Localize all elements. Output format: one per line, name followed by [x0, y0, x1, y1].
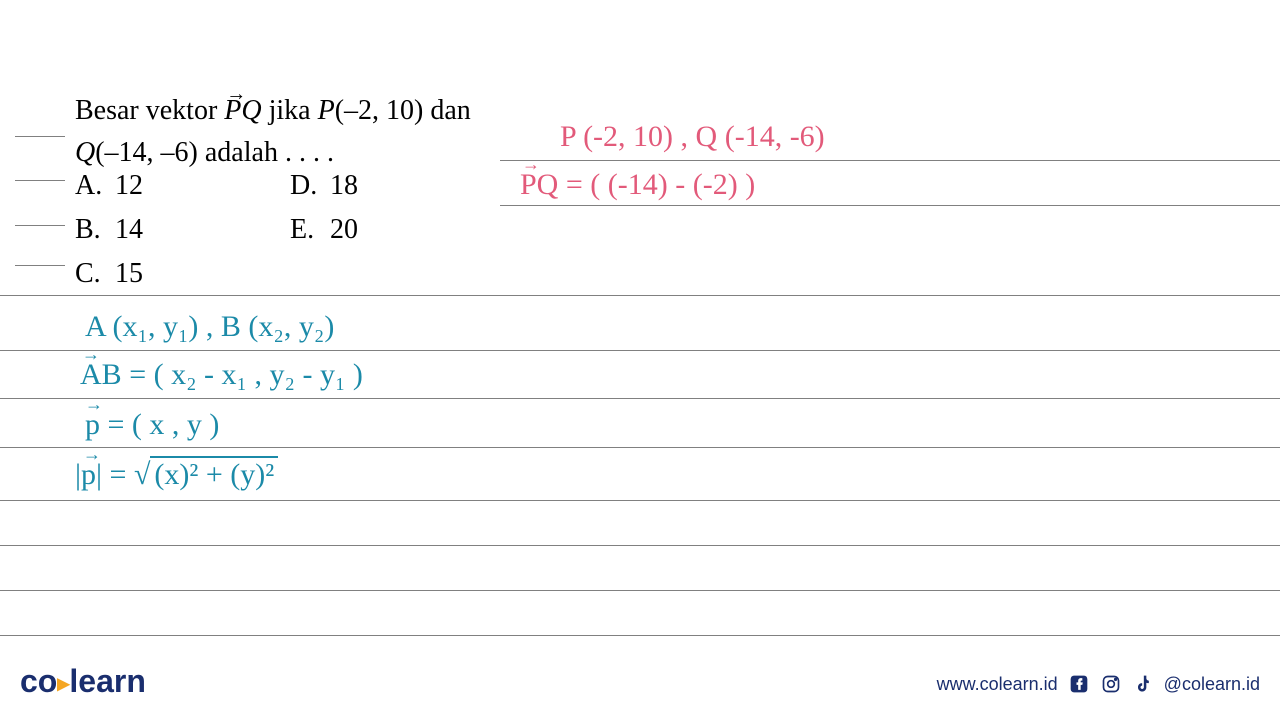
question-line1-post: jika — [262, 95, 318, 126]
facebook-icon — [1068, 673, 1090, 695]
line2-body: = ( x₂ - x₁ , y₂ - y₁ ) — [122, 358, 363, 391]
answer-choices-left: A.12 B.14 C.15 — [75, 170, 143, 302]
line3-body: = ( x , y ) — [100, 408, 219, 441]
handwritten-line3: →p = ( x , y ) — [85, 408, 219, 442]
ruled-line — [0, 590, 1280, 591]
answer-E: 20 — [330, 214, 358, 245]
tiktok-icon — [1132, 673, 1154, 695]
pq-formula-body: = ( (-14) - (-2) ) — [558, 168, 755, 201]
short-ruled-line — [15, 265, 65, 266]
answer-E-label: E. — [290, 214, 330, 246]
handwritten-pq-points: P (-2, 10) , Q (-14, -6) — [560, 120, 825, 154]
handwritten-line1: A (x₁, y₁) , B (x₂, y₂) — [85, 310, 334, 344]
question-line1-end: (–2, 10) dan — [335, 95, 471, 126]
handwritten-line2: →AB = ( x₂ - x₁ , y₂ - y₁ ) — [80, 358, 363, 392]
question-line1-pre: Besar vektor — [75, 95, 224, 126]
ruled-line — [0, 500, 1280, 501]
question-Q: Q — [75, 137, 95, 168]
handwritten-line4: →|p| = √(x)² + (y)² — [75, 458, 278, 492]
ruled-line — [0, 635, 1280, 636]
ruled-line — [0, 295, 1280, 296]
logo: co▸learn — [20, 663, 146, 700]
answer-B: 14 — [115, 214, 143, 245]
logo-dot-icon: ▸ — [57, 670, 69, 697]
answer-D-label: D. — [290, 170, 330, 202]
question-line2: (–14, –6) adalah . . . . — [95, 137, 334, 168]
footer-right: www.colearn.id @colearn.id — [937, 673, 1260, 695]
answer-A-label: A. — [75, 170, 115, 202]
logo-learn: learn — [69, 663, 145, 699]
ruled-line — [0, 398, 1280, 399]
ruled-line — [0, 447, 1280, 448]
question-P: P — [318, 95, 335, 126]
instagram-icon — [1100, 673, 1122, 695]
answer-C: 15 — [115, 258, 143, 289]
logo-co: co — [20, 663, 57, 699]
handwritten-pq-formula: →PQ = ( (-14) - (-2) ) — [520, 168, 755, 202]
footer-url: www.colearn.id — [937, 674, 1058, 695]
answer-B-label: B. — [75, 214, 115, 246]
footer-handle: @colearn.id — [1164, 674, 1260, 695]
short-ruled-line — [15, 225, 65, 226]
answer-A: 12 — [115, 170, 143, 201]
short-ruled-line — [15, 136, 65, 137]
answer-C-label: C. — [75, 258, 115, 290]
ruled-line — [500, 160, 1280, 161]
question-text: Besar vektor →PQ jika P(–2, 10) dan Q(–1… — [75, 90, 475, 174]
answer-D: 18 — [330, 170, 358, 201]
ruled-line — [0, 350, 1280, 351]
ruled-line — [500, 205, 1280, 206]
ruled-line — [0, 545, 1280, 546]
answer-choices-right: D.18 E.20 — [290, 170, 358, 258]
short-ruled-line — [15, 180, 65, 181]
